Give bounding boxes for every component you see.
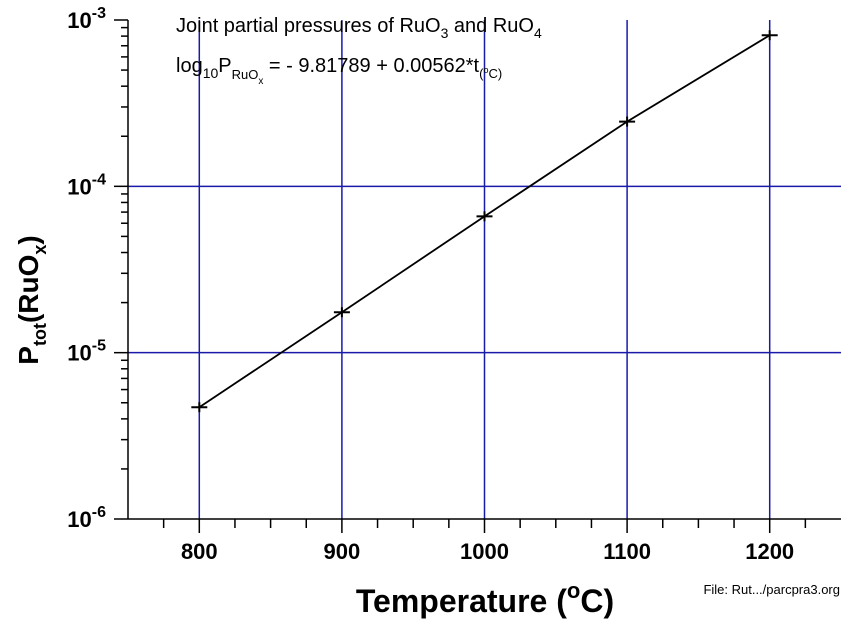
y-title-main: P	[13, 346, 44, 365]
annotation-title: Joint partial pressures of RuO3 and RuO4	[176, 15, 542, 41]
x-title-sup: o	[567, 578, 580, 603]
x-tick-label: 900	[324, 539, 361, 564]
x-tick-label: 1000	[460, 539, 509, 564]
y-title-sub1: tot	[30, 323, 50, 346]
y-title-sub2: x	[30, 245, 50, 255]
data-point	[761, 30, 778, 41]
x-tick-label: 1200	[745, 539, 794, 564]
annotation-equation: log10PRuOx = - 9.81789 + 0.00562*t(oC)	[176, 55, 502, 87]
tick-labels: 800 900 1000 1100 1200 10-6 10-5 10-4 10-3	[67, 5, 794, 564]
y-tick-label: 10-6	[67, 504, 106, 532]
y-title-mid: (RuO	[13, 255, 44, 323]
data-point	[191, 402, 208, 413]
x-tick-label: 1100	[603, 539, 651, 564]
y-tick-label: 10-4	[67, 171, 106, 199]
file-note: File: Rut.../parcpra3.org	[703, 582, 840, 597]
x-title-main: Temperature (	[356, 583, 567, 619]
data-point	[619, 116, 636, 127]
grid	[128, 20, 841, 519]
x-axis-title: Temperature (oC)	[356, 578, 614, 619]
y-title-tail: )	[13, 235, 44, 244]
x-tick-label: 800	[181, 539, 218, 564]
y-tick-label: 10-3	[67, 5, 106, 33]
y-tick-label: 10-5	[67, 338, 106, 366]
y-axis-title: Ptot(RuOx)	[13, 235, 50, 364]
data-point	[476, 211, 493, 222]
axes	[114, 19, 841, 533]
x-title-tail: C)	[580, 583, 614, 619]
data-series	[191, 30, 778, 413]
data-point	[333, 307, 350, 318]
